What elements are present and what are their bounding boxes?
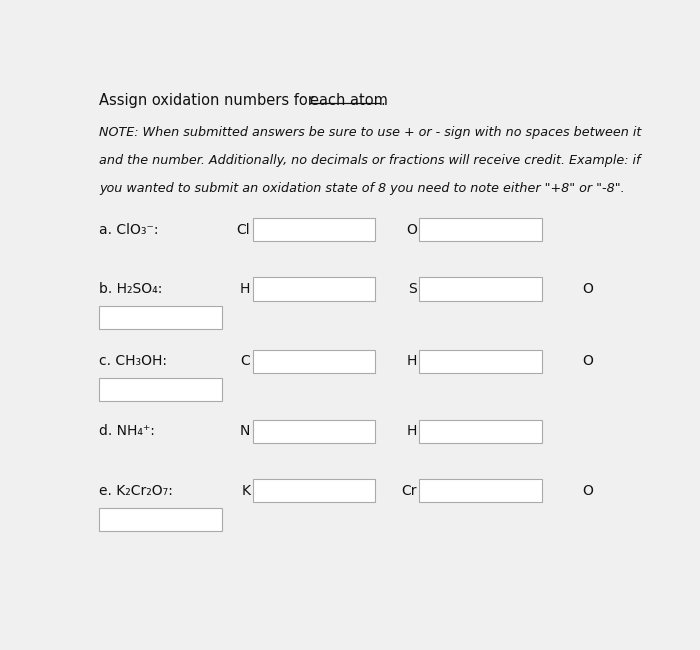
FancyBboxPatch shape xyxy=(253,218,375,241)
Text: e. K₂Cr₂O₇:: e. K₂Cr₂O₇: xyxy=(99,484,173,498)
Text: NOTE: When submitted answers be sure to use + or - sign with no spaces between i: NOTE: When submitted answers be sure to … xyxy=(99,125,641,138)
Text: O: O xyxy=(582,354,593,369)
FancyBboxPatch shape xyxy=(419,218,542,241)
FancyBboxPatch shape xyxy=(99,306,222,329)
Text: O: O xyxy=(582,484,593,498)
Text: c. CH₃OH:: c. CH₃OH: xyxy=(99,354,167,369)
FancyBboxPatch shape xyxy=(253,350,375,373)
Text: each atom: each atom xyxy=(310,94,389,109)
Text: d. NH₄⁺:: d. NH₄⁺: xyxy=(99,424,155,439)
FancyBboxPatch shape xyxy=(253,278,375,300)
Text: C: C xyxy=(241,354,251,369)
Text: O: O xyxy=(406,223,417,237)
Text: .: . xyxy=(381,94,385,109)
FancyBboxPatch shape xyxy=(419,350,542,373)
FancyBboxPatch shape xyxy=(419,479,542,502)
Text: K: K xyxy=(241,484,251,498)
Text: Assign oxidation numbers for: Assign oxidation numbers for xyxy=(99,94,319,109)
Text: H: H xyxy=(240,282,251,296)
Text: b. H₂SO₄:: b. H₂SO₄: xyxy=(99,282,162,296)
FancyBboxPatch shape xyxy=(419,278,542,300)
Text: Cr: Cr xyxy=(401,484,417,498)
FancyBboxPatch shape xyxy=(99,378,222,402)
Text: a. ClO₃⁻:: a. ClO₃⁻: xyxy=(99,223,159,237)
FancyBboxPatch shape xyxy=(99,508,222,531)
FancyBboxPatch shape xyxy=(253,479,375,502)
Text: and the number. Additionally, no decimals or fractions will receive credit. Exam: and the number. Additionally, no decimal… xyxy=(99,154,640,167)
Text: S: S xyxy=(408,282,417,296)
Text: O: O xyxy=(582,282,593,296)
Text: you wanted to submit an oxidation state of 8 you need to note either "+8" or "-8: you wanted to submit an oxidation state … xyxy=(99,182,624,195)
FancyBboxPatch shape xyxy=(253,420,375,443)
FancyBboxPatch shape xyxy=(419,420,542,443)
Text: H: H xyxy=(407,424,417,439)
Text: H: H xyxy=(407,354,417,369)
Text: N: N xyxy=(240,424,251,439)
Text: Cl: Cl xyxy=(237,223,251,237)
